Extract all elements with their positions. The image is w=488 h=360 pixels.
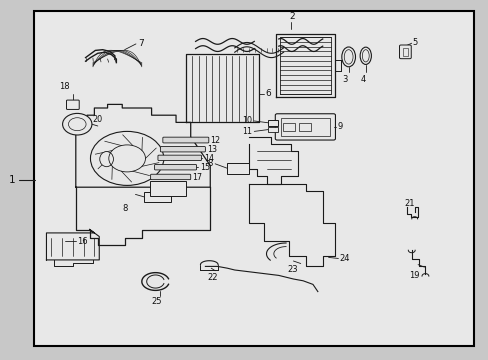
FancyBboxPatch shape [275, 114, 335, 140]
Ellipse shape [341, 47, 355, 67]
Text: 10: 10 [242, 117, 252, 126]
Text: 17: 17 [191, 173, 202, 182]
Text: 4: 4 [360, 75, 365, 84]
FancyBboxPatch shape [34, 11, 473, 346]
FancyBboxPatch shape [158, 155, 201, 161]
Text: 1: 1 [9, 175, 16, 185]
Text: 8: 8 [122, 204, 128, 212]
Text: 9: 9 [337, 122, 342, 131]
Text: 3: 3 [342, 75, 346, 84]
Text: 24: 24 [339, 254, 349, 263]
FancyBboxPatch shape [149, 181, 186, 196]
Text: 15: 15 [200, 163, 210, 172]
FancyBboxPatch shape [66, 100, 79, 109]
Text: 21: 21 [403, 199, 413, 208]
Text: 2: 2 [289, 12, 295, 21]
FancyBboxPatch shape [144, 192, 171, 202]
Text: 8: 8 [207, 159, 213, 168]
Text: 23: 23 [286, 265, 297, 274]
FancyBboxPatch shape [226, 163, 248, 174]
Text: 20: 20 [92, 115, 102, 124]
Text: 13: 13 [207, 145, 217, 154]
Text: 19: 19 [408, 271, 419, 280]
FancyBboxPatch shape [150, 174, 190, 180]
Circle shape [62, 113, 92, 135]
FancyBboxPatch shape [267, 120, 277, 126]
FancyBboxPatch shape [160, 147, 205, 152]
FancyBboxPatch shape [399, 45, 410, 59]
Text: 6: 6 [265, 89, 271, 98]
FancyBboxPatch shape [154, 165, 196, 170]
FancyBboxPatch shape [163, 137, 208, 143]
Text: 22: 22 [207, 273, 218, 282]
Text: 5: 5 [412, 39, 417, 48]
Text: 12: 12 [210, 136, 220, 145]
Ellipse shape [100, 152, 113, 167]
Text: 25: 25 [151, 297, 162, 306]
Text: 18: 18 [59, 82, 70, 91]
Text: 16: 16 [77, 237, 88, 246]
Text: 11: 11 [242, 127, 252, 136]
Text: 7: 7 [138, 39, 143, 48]
FancyBboxPatch shape [267, 127, 277, 132]
Text: 14: 14 [204, 153, 214, 163]
Ellipse shape [359, 47, 370, 64]
